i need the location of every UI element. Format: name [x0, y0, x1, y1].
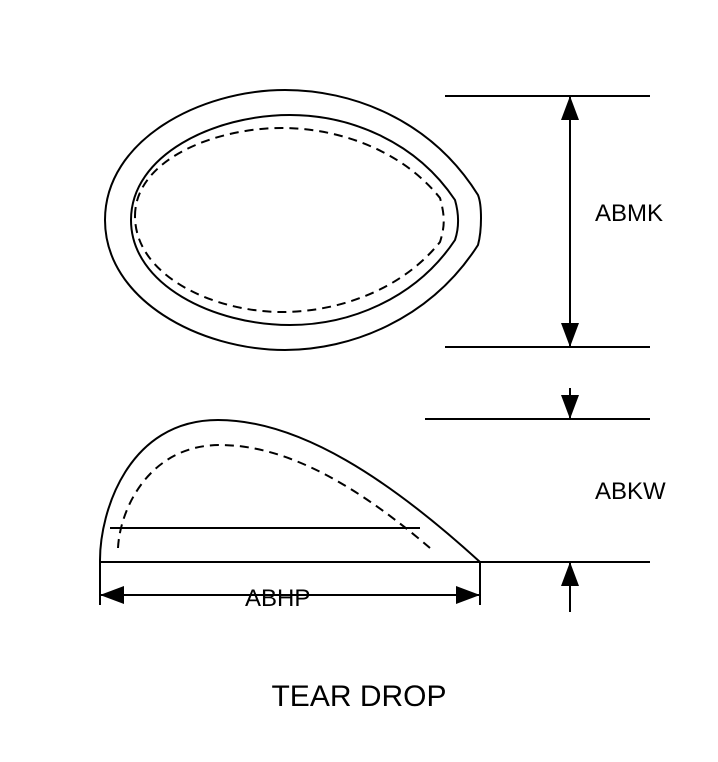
- dim-abkw-label: ABKW: [595, 478, 666, 506]
- dim-abmk-label: ABMK: [595, 200, 663, 228]
- diagram-canvas: ABMK ABKW ABHP TEAR DROP: [0, 0, 718, 762]
- diagram-title: TEAR DROP: [0, 680, 718, 714]
- diagram-svg: [0, 0, 718, 762]
- dim-abhp-label: ABHP: [245, 585, 310, 613]
